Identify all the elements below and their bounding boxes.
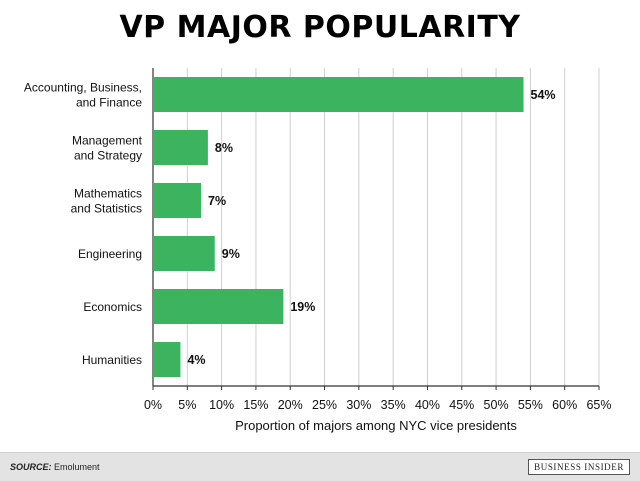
category-label-line: and Finance [76,96,142,110]
x-tick-label: 25% [312,398,337,412]
data-label: 4% [187,353,205,367]
x-tick-label: 0% [144,398,162,412]
x-tick-label: 35% [381,398,406,412]
bar [153,183,202,218]
x-tick-label: 10% [209,398,234,412]
x-tick-label: 45% [449,398,474,412]
category-label-line: Economics [83,300,142,314]
category-label-line: and Statistics [71,202,142,216]
category-label: Management and Strategy [72,134,143,163]
bar [153,289,284,324]
category-label: Humanities [82,353,142,367]
data-label: 54% [531,88,556,102]
x-tick-label: 50% [484,398,509,412]
category-label: Economics [83,300,142,314]
data-label: 7% [208,194,226,208]
category-label-line: and Strategy [74,149,142,163]
bar [153,236,215,271]
data-label: 19% [290,300,315,314]
brand-logo: BUSINESS INSIDER [528,459,630,475]
category-label-line: Humanities [82,353,142,367]
data-label: 8% [215,141,233,155]
category-label: Accounting, Business, and Finance [24,81,142,110]
x-tick-label: 5% [178,398,196,412]
bar-chart: 0% 5% 10% 15% 20% 25% 30% 35% 40% 45% 50% 55% 60% 65%… [24,68,612,433]
category-label-line: Accounting, Business, [24,81,142,95]
bar [153,342,181,377]
x-tick-label: 20% [278,398,303,412]
category-label-line: Management [72,134,143,148]
x-tick-label: 40% [415,398,440,412]
chart-title: VP MAJOR POPULARITY [119,10,521,45]
category-label: Engineering [78,247,142,261]
x-tick-label: 15% [243,398,268,412]
x-tick-label: 60% [552,398,577,412]
footer-bar: SOURCE: Emolument BUSINESS INSIDER [0,452,640,481]
x-axis-title: Proportion of majors among NYC vice pres… [235,418,517,433]
data-label: 9% [222,247,240,261]
x-tick-label: 30% [346,398,371,412]
category-label-line: Engineering [78,247,142,261]
category-label: Mathematics and Statistics [71,187,142,216]
source-note: SOURCE: Emolument [10,462,100,472]
bar [153,130,208,165]
source-text: Emolument [54,462,100,472]
bar [153,77,524,112]
category-label-line: Mathematics [74,187,142,201]
x-tick-label: 65% [586,398,611,412]
source-label: SOURCE: [10,462,52,472]
x-tick-label: 55% [518,398,543,412]
